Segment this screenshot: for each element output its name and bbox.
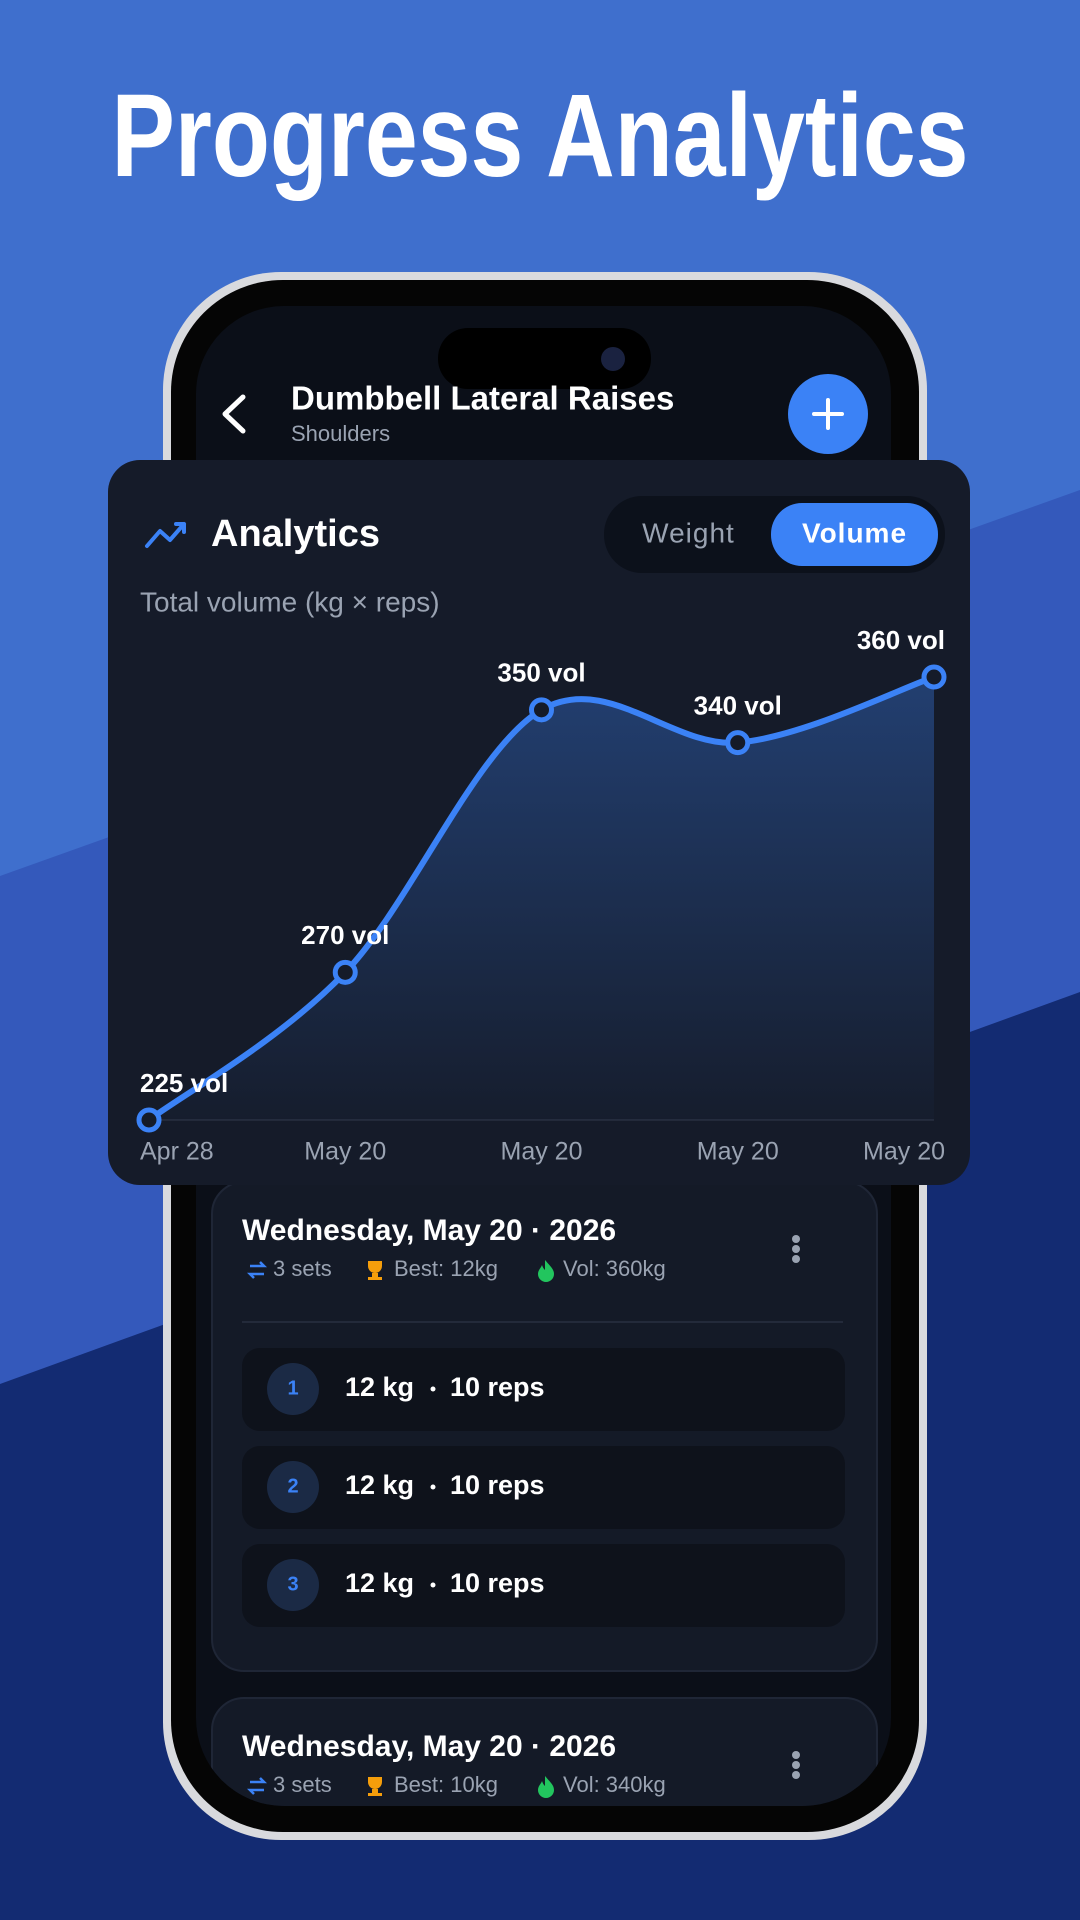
session-list: Wednesday, May 20 · 2026 3 sets Best: 12kg… [211,1181,878,1806]
menu-dot[interactable] [792,1761,800,1769]
value-label: 270 vol [301,920,389,950]
set-index: 1 [287,1377,298,1399]
value-label: 350 vol [497,658,585,688]
exercise-title: Dumbbell Lateral Raises [291,380,674,417]
point [725,730,751,756]
x-tick-label: May 20 [697,1138,779,1166]
area-fill [149,677,934,1120]
session-sets: 3 sets [273,1772,332,1797]
toggle-option[interactable]: Volume [802,517,907,548]
back-button[interactable] [222,394,246,434]
x-tick-label: May 20 [304,1138,386,1166]
chart-subtitle: Total volume (kg × reps) [140,586,440,617]
plus-icon [812,398,844,430]
point [529,697,554,723]
sets-icon [246,1261,268,1279]
session-best: Best: 12kg [394,1256,498,1281]
session-sets: 3 sets [273,1256,332,1281]
menu-dot[interactable] [792,1255,800,1263]
trend-icon [145,522,186,548]
headline: Progress Analytics [112,70,969,202]
toggle-option[interactable]: Weight [642,517,735,548]
value-label: 225 vol [140,1068,228,1098]
menu-dot[interactable] [792,1751,800,1759]
separator-dot [430,1582,436,1588]
trophy-icon [368,1777,382,1796]
set-row [242,1544,845,1627]
exercise-subtitle: Shoulders [291,421,390,446]
set-reps: 10 reps [450,1372,545,1402]
flame-icon [538,1260,554,1282]
set-row [242,1446,845,1529]
add-button[interactable] [788,374,868,454]
x-tick-label: May 20 [501,1138,583,1166]
x-tick-label: Apr 28 [140,1138,214,1166]
session-vol: Vol: 360kg [563,1256,666,1281]
menu-dot[interactable] [792,1771,800,1779]
set-weight: 12 kg [345,1372,414,1402]
analytics-title: Analytics [211,513,380,555]
x-tick-label: May 20 [863,1138,945,1166]
set-weight: 12 kg [345,1568,414,1598]
set-reps: 10 reps [450,1568,545,1598]
toggle-selected [771,503,938,566]
session-date: Wednesday, May 20 · 2026 [242,1730,616,1763]
session-vol: Vol: 340kg [563,1772,666,1797]
camera [601,347,625,371]
set-weight: 12 kg [345,1470,414,1500]
session-date: Wednesday, May 20 · 2026 [242,1214,616,1247]
set-reps: 10 reps [450,1470,545,1500]
point [136,1107,162,1133]
dynamic-island [438,328,651,389]
value-label: 340 vol [694,691,782,721]
point [921,664,947,690]
analytics-card: Analytics Total volume (kg × reps) Weigh… [108,460,970,1185]
session-best: Best: 10kg [394,1772,498,1797]
trophy-icon [368,1261,382,1280]
menu-dot[interactable] [792,1245,800,1253]
point [332,959,358,985]
set-index: 2 [287,1475,298,1497]
set-badge [267,1363,319,1415]
set-row [242,1348,845,1431]
value-label: 360 vol [857,625,945,655]
sets-icon [246,1777,268,1795]
set-badge [267,1461,319,1513]
set-badge [267,1559,319,1611]
separator-dot [430,1484,436,1490]
menu-dot[interactable] [792,1235,800,1243]
set-index: 3 [287,1573,298,1595]
separator-dot [430,1386,436,1392]
flame-icon [538,1776,554,1798]
